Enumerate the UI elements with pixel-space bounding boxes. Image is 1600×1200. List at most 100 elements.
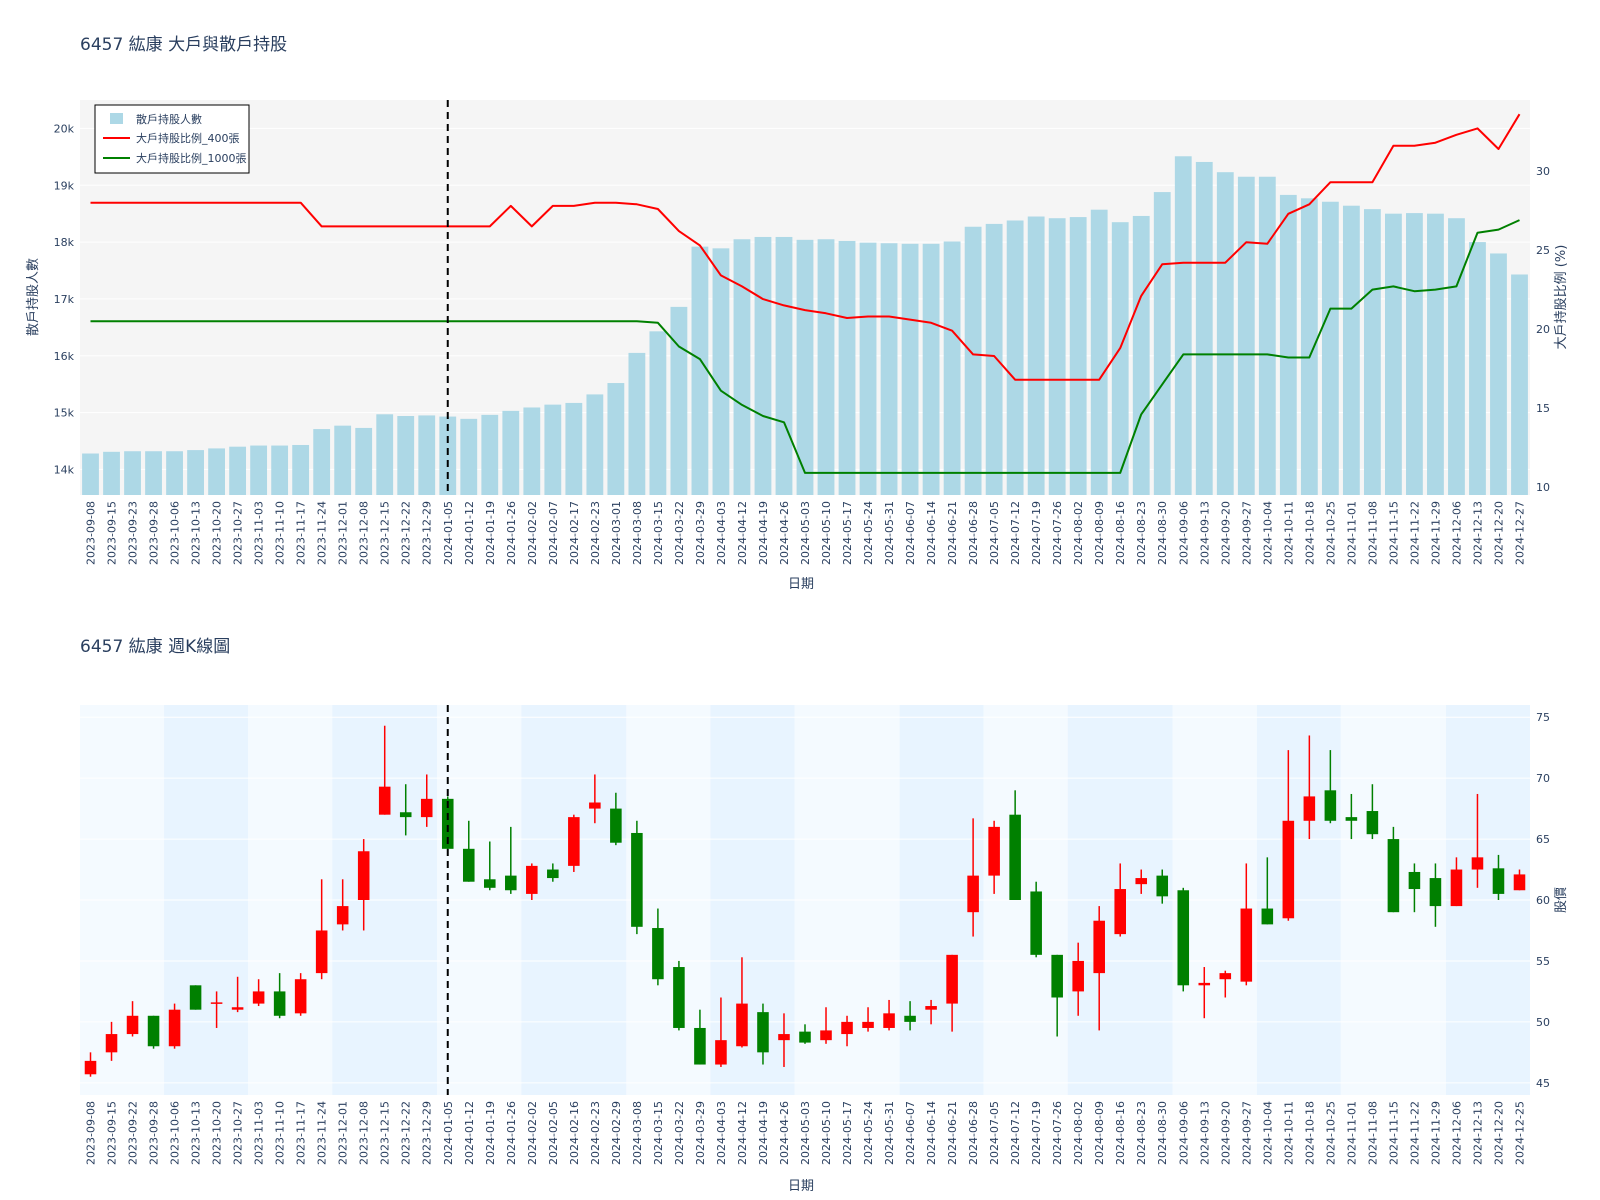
candle[interactable]: [1009, 790, 1021, 900]
candle[interactable]: [1219, 970, 1232, 998]
candle[interactable]: [589, 774, 601, 824]
retail-bar[interactable]: [1132, 215, 1150, 495]
retail-bar[interactable]: [355, 427, 373, 495]
candle[interactable]: [1324, 750, 1337, 824]
retail-bar[interactable]: [775, 236, 793, 495]
candle[interactable]: [1408, 863, 1421, 913]
retail-bar[interactable]: [1111, 222, 1129, 495]
legend-item-400[interactable]: 大戶持股比例_400張: [103, 131, 240, 145]
candle[interactable]: [904, 1001, 916, 1031]
candle[interactable]: [631, 820, 643, 935]
candle[interactable]: [1429, 863, 1442, 927]
candle[interactable]: [757, 1003, 769, 1065]
candle[interactable]: [1072, 942, 1084, 1016]
candle[interactable]: [1387, 826, 1400, 913]
retail-bar[interactable]: [208, 448, 225, 495]
retail-bar[interactable]: [628, 352, 646, 495]
retail-bar[interactable]: [397, 416, 415, 495]
candle[interactable]: [378, 725, 391, 815]
retail-bar[interactable]: [733, 239, 751, 495]
candle[interactable]: [568, 814, 580, 872]
retail-bar[interactable]: [439, 416, 457, 495]
retail-bar[interactable]: [229, 446, 247, 495]
line-1000[interactable]: [90, 219, 1520, 474]
candle[interactable]: [420, 774, 433, 827]
candle[interactable]: [399, 784, 412, 836]
retail-bar[interactable]: [334, 425, 352, 495]
retail-bar[interactable]: [502, 410, 520, 495]
retail-bar[interactable]: [1006, 220, 1024, 496]
retail-bar[interactable]: [1069, 217, 1087, 495]
retail-bar[interactable]: [607, 383, 625, 495]
retail-bar[interactable]: [1385, 213, 1402, 495]
retail-bar[interactable]: [1448, 218, 1465, 495]
candle[interactable]: [610, 792, 622, 846]
candle[interactable]: [736, 957, 748, 1048]
retail-bar[interactable]: [901, 243, 919, 495]
retail-bar[interactable]: [166, 451, 183, 495]
candle[interactable]: [526, 863, 538, 900]
retail-bar[interactable]: [313, 429, 331, 495]
legend-item-retail[interactable]: 散戶持股人數: [110, 112, 202, 126]
candle[interactable]: [1198, 967, 1211, 1019]
candle[interactable]: [357, 839, 370, 931]
retail-bar[interactable]: [145, 451, 162, 495]
candle[interactable]: [1303, 735, 1316, 840]
retail-bar[interactable]: [1363, 209, 1381, 495]
candle[interactable]: [147, 1015, 160, 1049]
candle[interactable]: [967, 818, 979, 937]
retail-bar[interactable]: [1216, 172, 1234, 495]
candle[interactable]: [1261, 857, 1274, 925]
candle[interactable]: [1366, 784, 1379, 840]
candle[interactable]: [841, 1015, 853, 1047]
candle[interactable]: [336, 879, 349, 931]
retail-bar[interactable]: [943, 241, 961, 495]
candle[interactable]: [484, 841, 496, 891]
retail-bar[interactable]: [880, 243, 898, 495]
retail-bar[interactable]: [691, 246, 709, 495]
candle[interactable]: [273, 973, 286, 1019]
retail-bar[interactable]: [1027, 216, 1045, 495]
retail-bar[interactable]: [859, 242, 877, 495]
retail-bar[interactable]: [922, 243, 940, 495]
candle[interactable]: [652, 908, 664, 986]
retail-bar[interactable]: [376, 414, 394, 495]
candle[interactable]: [925, 999, 937, 1025]
candle[interactable]: [294, 973, 307, 1016]
candle[interactable]: [1177, 887, 1190, 992]
candle[interactable]: [946, 954, 958, 1032]
candle[interactable]: [210, 991, 223, 1028]
retail-bar[interactable]: [817, 239, 835, 495]
retail-bar[interactable]: [1406, 213, 1423, 496]
retail-bar[interactable]: [103, 451, 120, 495]
candle[interactable]: [252, 979, 265, 1007]
retail-bar[interactable]: [586, 394, 604, 495]
retail-bar[interactable]: [1195, 161, 1213, 495]
retail-bar[interactable]: [124, 451, 141, 495]
retail-bar[interactable]: [796, 239, 814, 495]
candle[interactable]: [1135, 869, 1148, 894]
candle[interactable]: [715, 997, 727, 1067]
candle[interactable]: [126, 1001, 139, 1037]
retail-bar[interactable]: [250, 445, 268, 495]
retail-bar[interactable]: [565, 402, 583, 495]
retail-bar[interactable]: [1427, 213, 1444, 495]
retail-bar[interactable]: [670, 306, 688, 495]
candle[interactable]: [231, 976, 244, 1013]
candle[interactable]: [988, 820, 1000, 894]
retail-bar[interactable]: [1469, 242, 1486, 495]
retail-bar[interactable]: [1321, 201, 1339, 495]
candle[interactable]: [1114, 863, 1126, 937]
legend-item-1000[interactable]: 大戶持股比例_1000張: [103, 151, 247, 165]
candle[interactable]: [799, 1024, 811, 1044]
candle[interactable]: [84, 1052, 97, 1077]
retail-bar[interactable]: [1237, 176, 1255, 495]
candle[interactable]: [105, 1021, 118, 1061]
retail-bar[interactable]: [649, 331, 667, 495]
retail-bar[interactable]: [1511, 274, 1528, 495]
candle[interactable]: [1282, 750, 1295, 921]
retail-bar[interactable]: [712, 248, 730, 495]
candle[interactable]: [1240, 863, 1253, 986]
retail-bar[interactable]: [82, 453, 99, 495]
candle[interactable]: [1030, 881, 1042, 958]
